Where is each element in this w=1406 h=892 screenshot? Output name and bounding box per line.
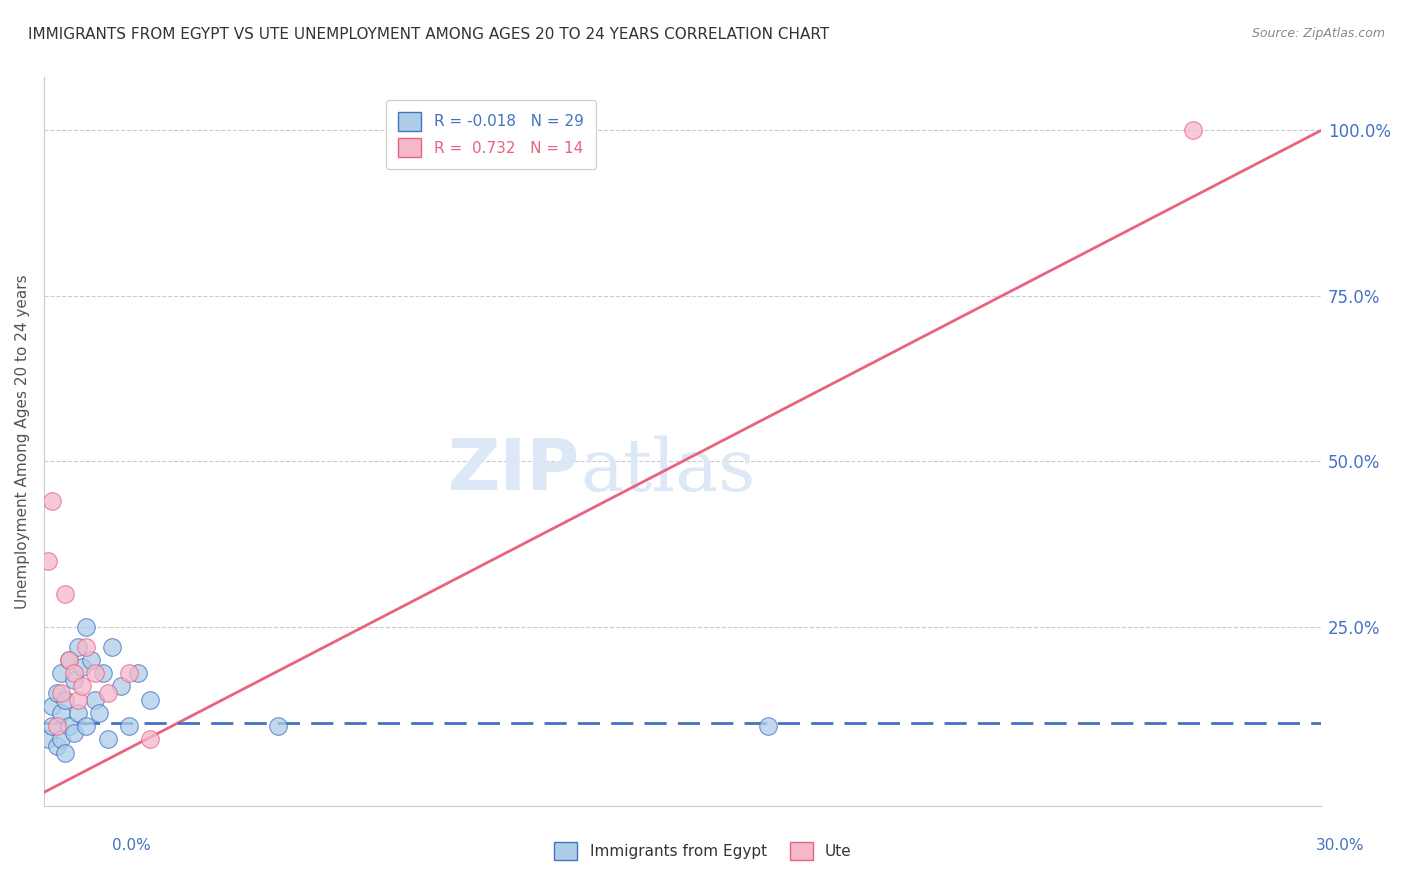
Legend: Immigrants from Egypt, Ute: Immigrants from Egypt, Ute xyxy=(548,836,858,866)
Point xyxy=(66,640,89,654)
Point xyxy=(58,653,80,667)
Point xyxy=(84,666,107,681)
Point xyxy=(101,640,124,654)
Point xyxy=(84,692,107,706)
Text: 0.0%: 0.0% xyxy=(112,838,152,854)
Point xyxy=(45,739,67,753)
Point xyxy=(62,666,84,681)
Point xyxy=(41,719,63,733)
Y-axis label: Unemployment Among Ages 20 to 24 years: Unemployment Among Ages 20 to 24 years xyxy=(15,274,30,609)
Text: IMMIGRANTS FROM EGYPT VS UTE UNEMPLOYMENT AMONG AGES 20 TO 24 YEARS CORRELATION : IMMIGRANTS FROM EGYPT VS UTE UNEMPLOYMEN… xyxy=(28,27,830,42)
Point xyxy=(58,653,80,667)
Point xyxy=(45,686,67,700)
Point xyxy=(45,719,67,733)
Point xyxy=(89,706,111,720)
Point xyxy=(53,692,76,706)
Point xyxy=(53,587,76,601)
Point xyxy=(53,746,76,760)
Point xyxy=(66,706,89,720)
Point xyxy=(267,719,290,733)
Text: atlas: atlas xyxy=(581,435,755,506)
Text: Source: ZipAtlas.com: Source: ZipAtlas.com xyxy=(1251,27,1385,40)
Point xyxy=(97,686,120,700)
Point xyxy=(37,554,59,568)
Point xyxy=(110,680,132,694)
Point xyxy=(80,653,103,667)
Point xyxy=(41,699,63,714)
Point xyxy=(75,620,97,634)
Point xyxy=(49,732,72,747)
Point xyxy=(75,719,97,733)
Text: 30.0%: 30.0% xyxy=(1316,838,1364,854)
Point xyxy=(139,732,162,747)
Point xyxy=(70,680,93,694)
Point xyxy=(118,719,141,733)
Point xyxy=(62,726,84,740)
Point xyxy=(127,666,149,681)
Point xyxy=(49,686,72,700)
Point xyxy=(49,706,72,720)
Point xyxy=(93,666,115,681)
Point xyxy=(41,494,63,508)
Point xyxy=(58,719,80,733)
Point xyxy=(75,640,97,654)
Text: ZIP: ZIP xyxy=(449,436,581,505)
Point xyxy=(37,732,59,747)
Point xyxy=(97,732,120,747)
Legend: R = -0.018   N = 29, R =  0.732   N = 14: R = -0.018 N = 29, R = 0.732 N = 14 xyxy=(387,100,596,169)
Point xyxy=(139,692,162,706)
Point xyxy=(1182,123,1205,137)
Point xyxy=(49,666,72,681)
Point xyxy=(62,673,84,687)
Point xyxy=(70,659,93,673)
Point xyxy=(756,719,779,733)
Point xyxy=(118,666,141,681)
Point xyxy=(66,692,89,706)
